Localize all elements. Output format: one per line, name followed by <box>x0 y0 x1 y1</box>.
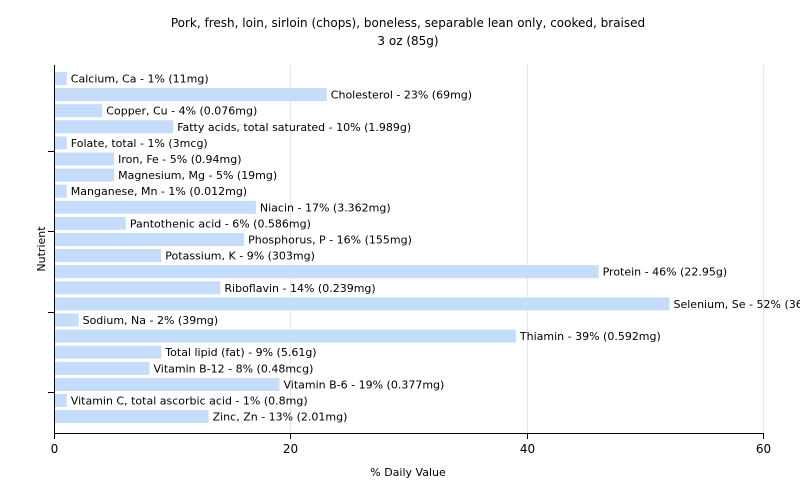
bar <box>55 410 209 424</box>
bar-label: Potassium, K - 9% (303mg) <box>165 250 315 263</box>
chart-subtitle: 3 oz (85g) <box>377 34 438 48</box>
x-tick-label: 40 <box>520 442 535 456</box>
bar-label: Iron, Fe - 5% (0.94mg) <box>118 153 241 166</box>
x-tick-label: 0 <box>51 442 59 456</box>
bar-label: Magnesium, Mg - 5% (19mg) <box>118 169 277 182</box>
bar-label: Selenium, Se - 52% (36.2mcg) <box>674 298 800 311</box>
chart-title: Pork, fresh, loin, sirloin (chops), bone… <box>171 16 645 30</box>
bar <box>55 313 79 327</box>
bar-labels: Calcium, Ca - 1% (11mg) Cholesterol - 23%… <box>71 73 800 424</box>
bar <box>55 200 256 214</box>
bar-label: Fatty acids, total saturated - 10% (1.98… <box>177 121 411 134</box>
bar <box>55 345 162 359</box>
bar <box>55 104 103 118</box>
bar-label: Zinc, Zn - 13% (2.01mg) <box>213 411 348 424</box>
bar <box>55 249 162 263</box>
bar <box>55 265 599 279</box>
bar-label: Calcium, Ca - 1% (11mg) <box>71 73 209 86</box>
bar <box>55 281 221 295</box>
bar <box>55 329 516 343</box>
bar <box>55 184 67 198</box>
bar <box>55 152 115 166</box>
bar-label: Folate, total - 1% (3mcg) <box>71 137 208 150</box>
bar <box>55 394 67 407</box>
bar <box>55 120 174 134</box>
bar-label: Cholesterol - 23% (69mg) <box>331 89 472 102</box>
x-axis-title: % Daily Value <box>370 466 446 479</box>
bar-label: Pantothenic acid - 6% (0.586mg) <box>130 217 311 230</box>
x-tick-label: 20 <box>283 442 298 456</box>
bar <box>55 72 67 85</box>
bar-label: Vitamin B-6 - 19% (0.377mg) <box>284 378 445 391</box>
bar-label: Protein - 46% (22.95g) <box>603 266 728 279</box>
bar-label: Phosphorus, P - 16% (155mg) <box>248 234 412 247</box>
bar <box>55 377 280 391</box>
bar <box>55 233 245 246</box>
bar <box>55 361 150 375</box>
bar <box>55 297 670 311</box>
bar-label: Riboflavin - 14% (0.239mg) <box>224 282 375 295</box>
x-tick-label: 60 <box>756 442 771 456</box>
gridlines <box>290 65 764 433</box>
bar-label: Vitamin B-12 - 8% (0.48mcg) <box>154 362 314 375</box>
bars <box>55 72 670 424</box>
bar <box>55 168 115 182</box>
bar-label: Thiamin - 39% (0.592mg) <box>519 330 661 343</box>
bar-label: Total lipid (fat) - 9% (5.61g) <box>164 346 316 359</box>
bar <box>55 136 67 150</box>
bar-label: Vitamin C, total ascorbic acid - 1% (0.8… <box>71 395 308 408</box>
bar <box>55 88 327 102</box>
bar-label: Copper, Cu - 4% (0.076mg) <box>106 105 257 118</box>
bar-label: Sodium, Na - 2% (39mg) <box>83 314 219 327</box>
bar-label: Niacin - 17% (3.362mg) <box>260 201 391 214</box>
bar-label: Manganese, Mn - 1% (0.012mg) <box>71 185 247 198</box>
axes: 0 20 40 60 <box>48 65 771 456</box>
y-axis-title: Nutrient <box>35 226 48 272</box>
bar <box>55 216 126 230</box>
